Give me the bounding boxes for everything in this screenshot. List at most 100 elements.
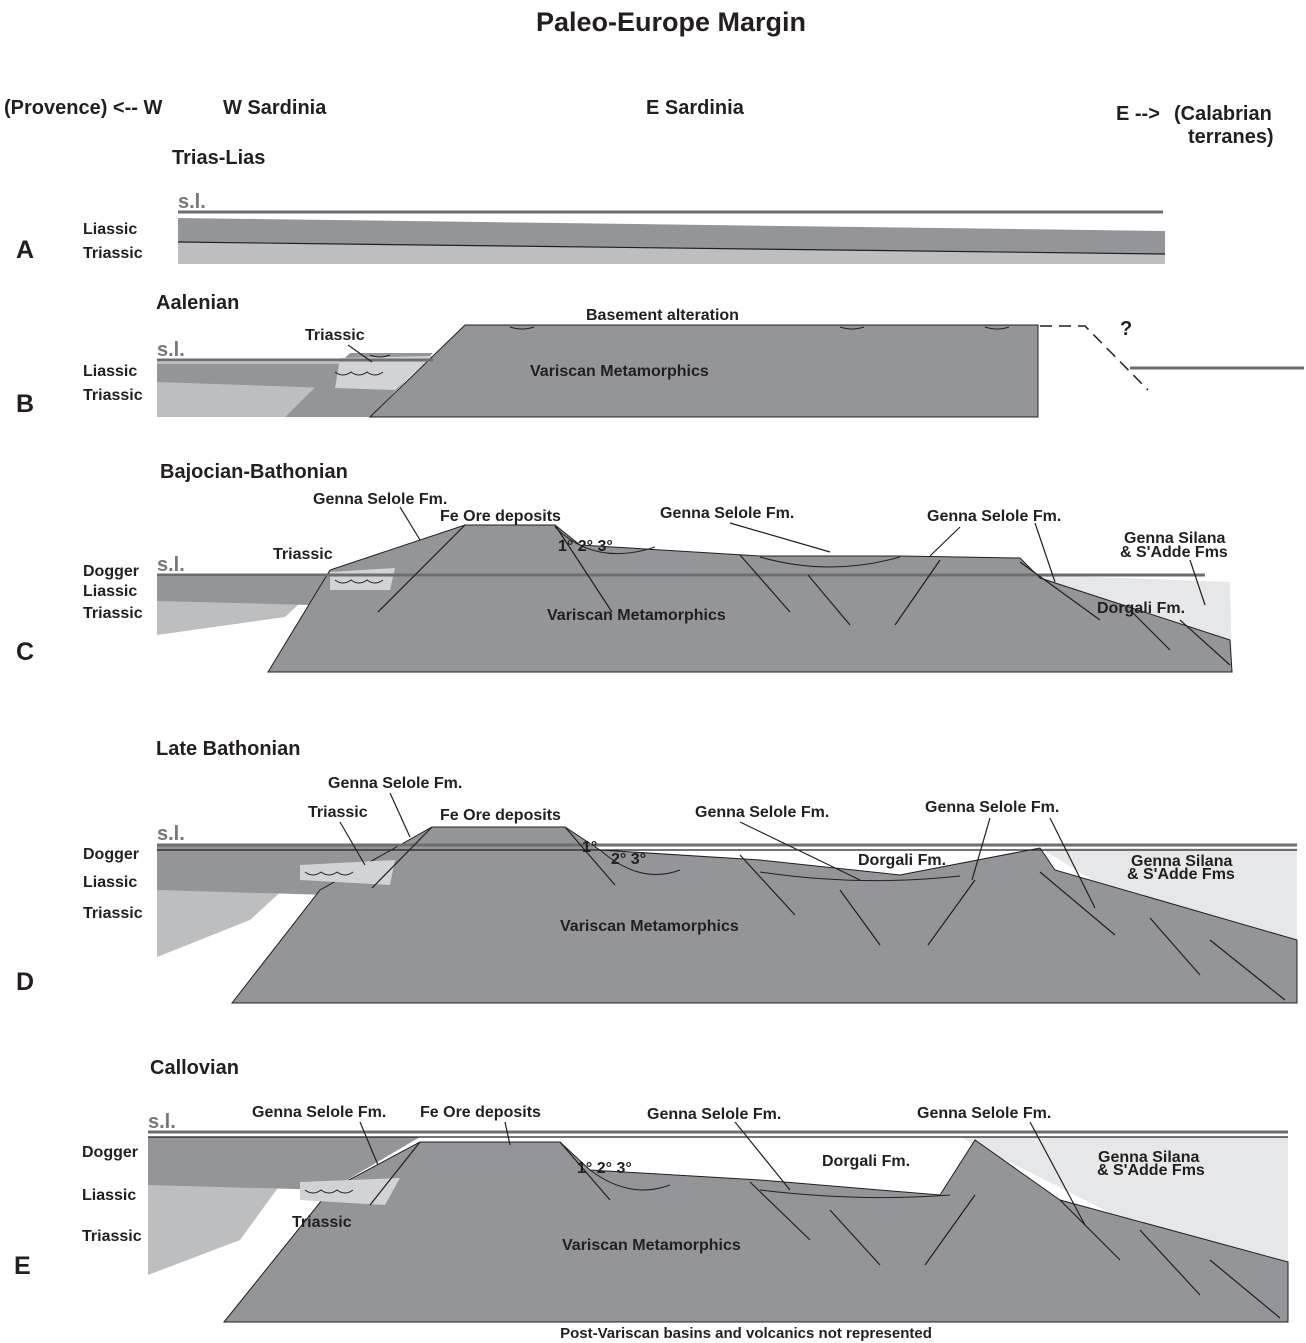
label-pointers bbox=[399, 506, 1206, 606]
triassic-label: Triassic bbox=[273, 546, 333, 563]
genna-silana-label-line2: & S'Adde Fms bbox=[1097, 1162, 1205, 1179]
variscan-basement bbox=[222, 1139, 1289, 1323]
fe-ore-label: Fe Ore deposits bbox=[420, 1104, 541, 1121]
panel-c: s.l. Bajocian-Bathonian Genna Selole Fm.… bbox=[16, 461, 1233, 673]
liassic-layer bbox=[157, 364, 350, 388]
unit-label-liassic: Liassic bbox=[83, 221, 137, 238]
triassic-label: Triassic bbox=[292, 1214, 352, 1231]
variscan-label: Variscan Metamorphics bbox=[560, 918, 739, 935]
basin-infill bbox=[589, 1169, 951, 1199]
order-labels: 1° 2° 3° bbox=[558, 538, 613, 555]
unconformity bbox=[304, 871, 354, 876]
fault-lines bbox=[377, 524, 1231, 666]
variscan-label: Variscan Metamorphics bbox=[530, 363, 709, 380]
unit-label-triassic: Triassic bbox=[82, 1228, 142, 1245]
triassic-wedge bbox=[335, 356, 433, 390]
variscan-label: Variscan Metamorphics bbox=[562, 1237, 741, 1254]
genna-selole-label-2: Genna Selole Fm. bbox=[647, 1106, 781, 1123]
genna-selole-label-1: Genna Selole Fm. bbox=[328, 775, 462, 792]
unconformity bbox=[334, 371, 384, 376]
label-pointers bbox=[339, 792, 1096, 909]
genna-selole-label-1: Genna Selole Fm. bbox=[252, 1104, 386, 1121]
fault-lines bbox=[369, 1141, 1281, 1319]
variscan-label: Variscan Metamorphics bbox=[547, 607, 726, 624]
basin-infill bbox=[599, 849, 961, 882]
calabrian-label-line1: (Calabrian bbox=[1174, 103, 1272, 125]
genna-selole-label-1: Genna Selole Fm. bbox=[313, 491, 447, 508]
unit-label-liassic: Liassic bbox=[83, 583, 137, 600]
genna-silana-label-line1: Genna Silana bbox=[1131, 853, 1232, 870]
unconformity bbox=[334, 579, 384, 584]
genna-selole-label-3: Genna Selole Fm. bbox=[925, 799, 1059, 816]
panel-letter: C bbox=[16, 638, 34, 666]
unit-label-liassic: Liassic bbox=[82, 1187, 136, 1204]
liassic-triassic-boundary bbox=[177, 241, 1166, 255]
triassic-wedge bbox=[300, 860, 395, 885]
stage-label: Late Bathonian bbox=[156, 738, 300, 760]
panel-letter: B bbox=[16, 390, 34, 418]
triassic-label: Triassic bbox=[305, 327, 365, 344]
unit-label-triassic: Triassic bbox=[83, 605, 143, 622]
dorgali-label: Dorgali Fm. bbox=[1097, 600, 1185, 617]
genna-selole-label-2: Genna Selole Fm. bbox=[695, 804, 829, 821]
basin-infill bbox=[554, 526, 901, 568]
genna-silana-label-line1: Genna Silana bbox=[1124, 530, 1225, 547]
panel-b: s.l. Aalenian Triassic Basement alterati… bbox=[16, 292, 1304, 418]
deep-basin-fill bbox=[960, 1137, 1288, 1262]
uncertain-margin-line bbox=[1040, 325, 1149, 391]
fe-ore-label: Fe Ore deposits bbox=[440, 508, 561, 525]
genna-selole-label-3: Genna Selole Fm. bbox=[927, 508, 1061, 525]
dorgali-label: Dorgali Fm. bbox=[822, 1153, 910, 1170]
footer-note: Post-Variscan basins and volcanics not r… bbox=[560, 1325, 932, 1342]
basement-alteration-marks bbox=[369, 326, 1010, 358]
sea-level-label: s.l. bbox=[157, 339, 185, 361]
order-label-2-3: 2° 3° bbox=[611, 851, 646, 868]
order-labels: 1° 2° 3° bbox=[577, 1160, 632, 1177]
sea-level-label: s.l. bbox=[157, 554, 185, 576]
genna-selole-label-3: Genna Selole Fm. bbox=[917, 1105, 1051, 1122]
sea-level-label: s.l. bbox=[148, 1111, 176, 1133]
e-sardinia-label: E Sardinia bbox=[646, 97, 745, 119]
triassic-pointer bbox=[347, 344, 373, 363]
variscan-horst bbox=[368, 324, 1039, 418]
panel-a: s.l. Trias-Lias Liassic Triassic A bbox=[16, 147, 1166, 264]
triassic-label: Triassic bbox=[308, 804, 368, 821]
variscan-basement bbox=[230, 826, 1298, 1004]
deep-basin-fill bbox=[1040, 848, 1297, 940]
unit-label-dogger: Dogger bbox=[83, 563, 139, 580]
unit-label-liassic: Liassic bbox=[83, 363, 137, 380]
fe-ore-label: Fe Ore deposits bbox=[440, 807, 561, 824]
order-label-1: 1° bbox=[582, 839, 597, 856]
genna-selole-label-2: Genna Selole Fm. bbox=[660, 505, 794, 522]
unit-label-dogger: Dogger bbox=[82, 1144, 138, 1161]
dogger-liassic-layers bbox=[148, 1137, 420, 1190]
west-direction-label: (Provence) <-- W bbox=[4, 97, 162, 119]
variscan-basement bbox=[267, 524, 1233, 673]
sea-level-label: s.l. bbox=[178, 191, 206, 213]
basement-alteration-label: Basement alteration bbox=[586, 307, 739, 324]
question-mark: ? bbox=[1120, 318, 1132, 340]
fault-lines bbox=[371, 826, 1286, 1001]
genna-silana-label-line1: Genna Silana bbox=[1098, 1149, 1199, 1166]
unconformity bbox=[304, 1189, 354, 1194]
panel-letter: D bbox=[16, 968, 34, 996]
stage-label: Bajocian-Bathonian bbox=[160, 461, 348, 483]
unit-label-triassic: Triassic bbox=[83, 905, 143, 922]
stage-label: Callovian bbox=[150, 1057, 239, 1079]
figure-title: Paleo-Europe Margin bbox=[536, 7, 806, 37]
stage-label: Aalenian bbox=[156, 292, 239, 314]
dorgali-label: Dorgali Fm. bbox=[858, 852, 946, 869]
sea-level-label: s.l. bbox=[157, 823, 185, 845]
panel-letter: A bbox=[16, 236, 34, 264]
dogger-liassic-layers bbox=[157, 577, 330, 605]
panel-e: s.l. Callovian Genna Selole Fm. Fe Ore d… bbox=[14, 1057, 1289, 1323]
stage-label: Trias-Lias bbox=[172, 147, 265, 169]
dogger-liassic-layers bbox=[157, 845, 430, 895]
east-direction-label: E --> bbox=[1116, 103, 1160, 125]
label-pointers bbox=[359, 1121, 1086, 1226]
calabrian-label-line2: terranes) bbox=[1188, 126, 1274, 148]
unit-label-triassic: Triassic bbox=[83, 387, 143, 404]
panel-letter: E bbox=[14, 1252, 31, 1280]
genna-silana-label-line2: & S'Adde Fms bbox=[1127, 866, 1235, 883]
